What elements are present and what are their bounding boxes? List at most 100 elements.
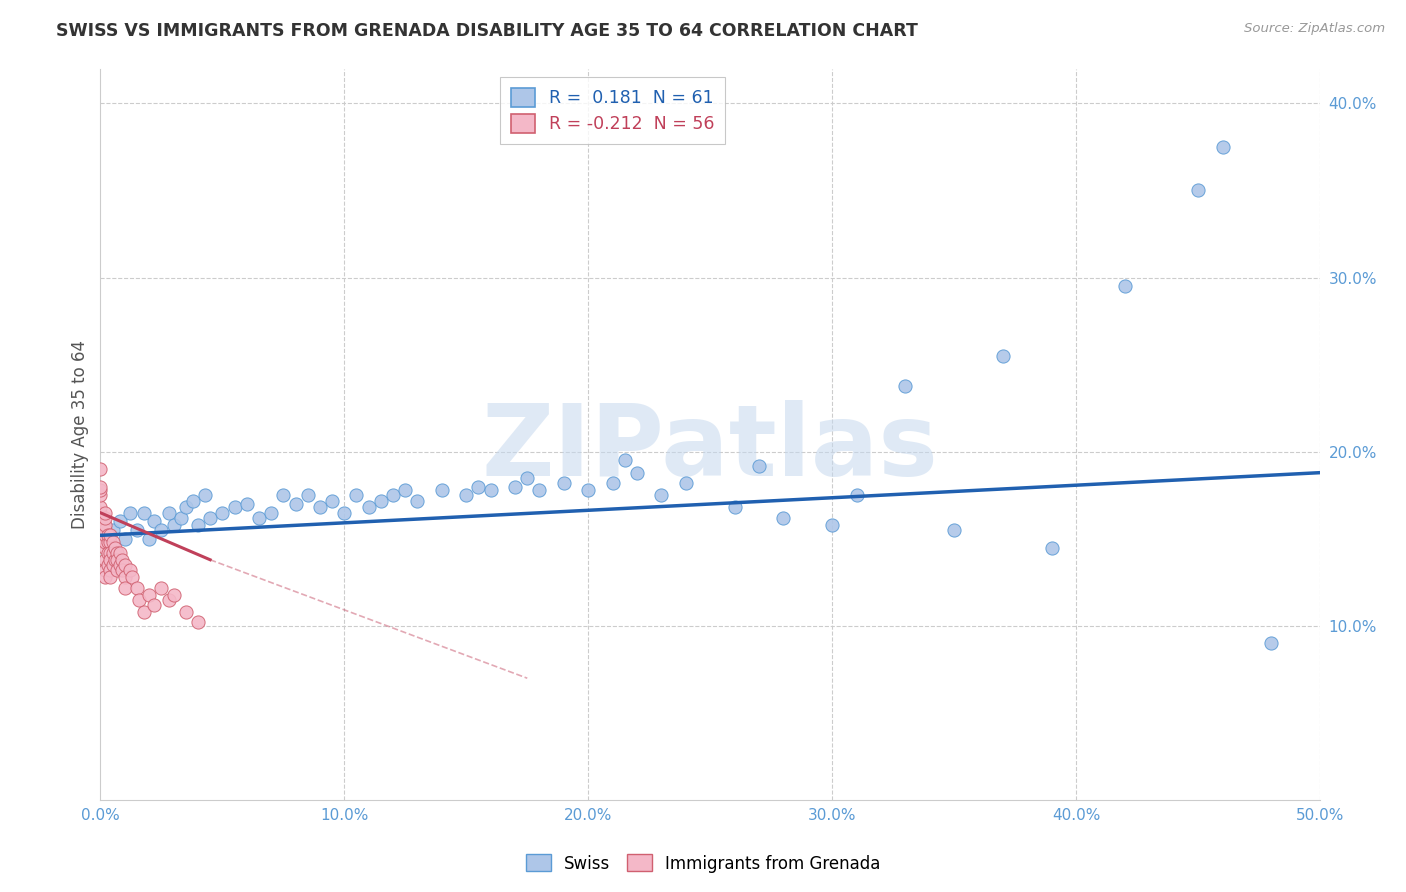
Point bbox=[94, 506, 117, 520]
Point bbox=[1114, 279, 1136, 293]
Point bbox=[170, 511, 193, 525]
Point bbox=[162, 588, 184, 602]
Point bbox=[89, 511, 111, 525]
Point bbox=[260, 506, 283, 520]
Point bbox=[89, 506, 111, 520]
Point bbox=[111, 553, 134, 567]
Point bbox=[143, 515, 166, 529]
Point bbox=[101, 535, 124, 549]
Point bbox=[98, 528, 121, 542]
Point bbox=[89, 488, 111, 502]
Point bbox=[821, 517, 844, 532]
Point bbox=[114, 570, 136, 584]
Point bbox=[194, 488, 217, 502]
Point bbox=[162, 517, 184, 532]
Point bbox=[97, 558, 120, 572]
Point bbox=[576, 483, 599, 497]
Point bbox=[114, 581, 136, 595]
Point bbox=[479, 483, 502, 497]
Point bbox=[94, 553, 117, 567]
Point bbox=[94, 511, 117, 525]
Point bbox=[346, 488, 368, 502]
Point bbox=[333, 506, 356, 520]
Point bbox=[121, 570, 143, 584]
Point bbox=[89, 462, 111, 476]
Point bbox=[94, 517, 117, 532]
Point bbox=[134, 605, 156, 619]
Point bbox=[613, 453, 636, 467]
Point bbox=[101, 523, 124, 537]
Point bbox=[94, 523, 117, 537]
Point bbox=[174, 500, 197, 515]
Point bbox=[150, 581, 173, 595]
Point bbox=[357, 500, 380, 515]
Point bbox=[297, 488, 319, 502]
Point bbox=[198, 511, 221, 525]
Point bbox=[321, 493, 343, 508]
Legend: Swiss, Immigrants from Grenada: Swiss, Immigrants from Grenada bbox=[519, 847, 887, 880]
Text: SWISS VS IMMIGRANTS FROM GRENADA DISABILITY AGE 35 TO 64 CORRELATION CHART: SWISS VS IMMIGRANTS FROM GRENADA DISABIL… bbox=[56, 22, 918, 40]
Point bbox=[516, 471, 538, 485]
Point bbox=[187, 615, 209, 630]
Legend: R =  0.181  N = 61, R = -0.212  N = 56: R = 0.181 N = 61, R = -0.212 N = 56 bbox=[501, 78, 725, 144]
Point bbox=[104, 541, 127, 555]
Text: Source: ZipAtlas.com: Source: ZipAtlas.com bbox=[1244, 22, 1385, 36]
Point bbox=[626, 466, 648, 480]
Point bbox=[108, 546, 131, 560]
Point bbox=[845, 488, 868, 502]
Point bbox=[94, 541, 117, 555]
Point bbox=[181, 493, 204, 508]
Point bbox=[174, 605, 197, 619]
Point bbox=[1212, 140, 1234, 154]
Point bbox=[89, 480, 111, 494]
Point bbox=[98, 570, 121, 584]
Point bbox=[101, 558, 124, 572]
Point bbox=[772, 511, 794, 525]
Point bbox=[224, 500, 246, 515]
Point bbox=[118, 563, 141, 577]
Point bbox=[991, 349, 1014, 363]
Point bbox=[247, 511, 270, 525]
Point bbox=[503, 480, 526, 494]
Point bbox=[108, 515, 131, 529]
Point bbox=[943, 523, 966, 537]
Point bbox=[107, 563, 129, 577]
Point bbox=[602, 476, 624, 491]
Point bbox=[157, 506, 180, 520]
Point bbox=[98, 546, 121, 560]
Point bbox=[89, 523, 111, 537]
Point bbox=[114, 532, 136, 546]
Point bbox=[723, 500, 745, 515]
Point bbox=[309, 500, 332, 515]
Point bbox=[143, 598, 166, 612]
Point bbox=[94, 528, 117, 542]
Point bbox=[150, 523, 173, 537]
Point bbox=[118, 506, 141, 520]
Point bbox=[1187, 184, 1209, 198]
Point bbox=[553, 476, 575, 491]
Point bbox=[675, 476, 697, 491]
Point bbox=[1260, 636, 1282, 650]
Point bbox=[94, 570, 117, 584]
Point bbox=[894, 378, 917, 392]
Point bbox=[101, 546, 124, 560]
Point bbox=[125, 581, 148, 595]
Point bbox=[284, 497, 307, 511]
Point bbox=[529, 483, 551, 497]
Point bbox=[187, 517, 209, 532]
Point bbox=[406, 493, 429, 508]
Point bbox=[1040, 541, 1063, 555]
Point bbox=[107, 546, 129, 560]
Point bbox=[157, 592, 180, 607]
Point bbox=[98, 563, 121, 577]
Point bbox=[134, 506, 156, 520]
Point bbox=[394, 483, 416, 497]
Point bbox=[382, 488, 405, 502]
Point bbox=[97, 546, 120, 560]
Text: ZIPatlas: ZIPatlas bbox=[482, 401, 939, 498]
Point bbox=[97, 528, 120, 542]
Point bbox=[456, 488, 478, 502]
Point bbox=[748, 458, 770, 473]
Point bbox=[108, 558, 131, 572]
Point bbox=[467, 480, 489, 494]
